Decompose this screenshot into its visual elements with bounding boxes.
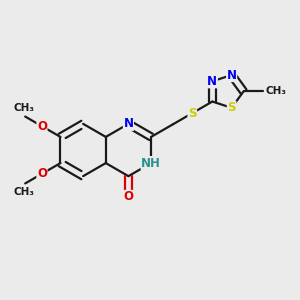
Text: CH₃: CH₃ xyxy=(13,103,34,113)
Text: O: O xyxy=(37,167,47,180)
Text: N: N xyxy=(226,68,237,82)
Text: S: S xyxy=(227,101,236,114)
Text: CH₃: CH₃ xyxy=(13,187,34,197)
Text: N: N xyxy=(207,75,217,88)
Text: S: S xyxy=(188,106,196,120)
Text: CH₃: CH₃ xyxy=(266,86,287,96)
Text: NH: NH xyxy=(141,157,161,169)
Text: O: O xyxy=(37,120,47,133)
Text: O: O xyxy=(123,190,134,203)
Text: N: N xyxy=(123,117,134,130)
